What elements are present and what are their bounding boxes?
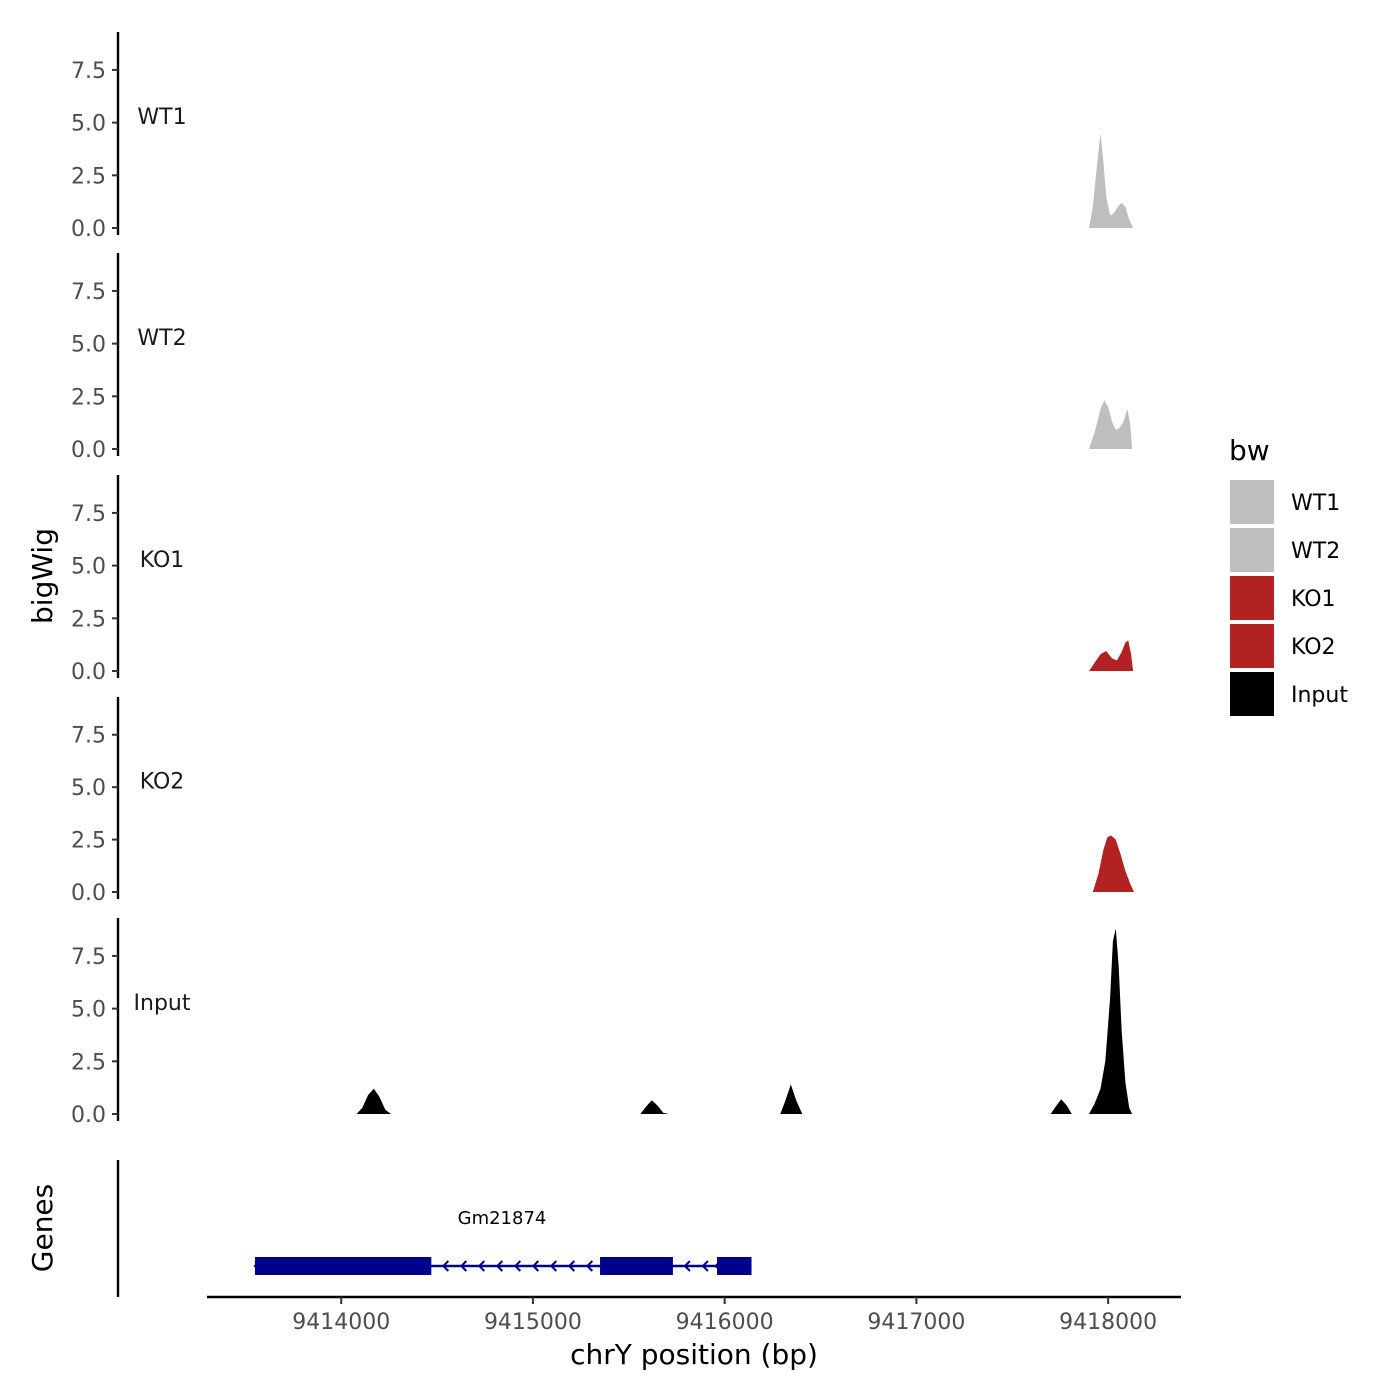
y-tick-label: 5.0 [71,776,106,801]
strand-arrow [531,1260,540,1272]
legend-key [1230,480,1274,524]
gene-exon [600,1257,673,1275]
signal-tracks: 0.0 2.5 5.0 7.5 WT1 0.0 2.5 5.0 7.5 WT2 0.0 2.5 5.0 7… [71,32,1134,1128]
gene-exon [254,1257,432,1275]
gene-label: Gm21874 [458,1208,547,1229]
strand-arrow [585,1260,594,1272]
x-tick-label: 9417000 [867,1310,965,1335]
y-tick-label: 7.5 [71,280,106,305]
legend-key [1230,624,1274,668]
legend-label: WT2 [1291,539,1340,564]
y-tick-label: 0.0 [71,881,106,906]
track-ko2: 0.0 2.5 5.0 7.5 KO2 [71,697,1134,906]
y-tick-label: 2.5 [71,829,106,854]
track-label: KO2 [140,770,185,795]
legend-label: KO2 [1291,635,1336,660]
legend: bw WT1 WT2 KO1 KO2 Input [1229,434,1348,716]
signal-area [1089,640,1134,671]
x-tick-label: 9415000 [484,1310,582,1335]
signal-area [1092,835,1134,892]
legend-key [1230,672,1274,716]
strand-arrow [459,1260,468,1272]
legend-key [1230,576,1274,620]
signal-area [1089,133,1134,228]
x-axis-title: chrY position (bp) [570,1338,818,1371]
strand-arrow [549,1260,558,1272]
x-tick-label: 9414000 [292,1310,390,1335]
strand-arrow [513,1260,522,1272]
track-label: WT1 [137,105,186,130]
legend-label: KO1 [1291,587,1336,612]
y-axis-title: bigWig [26,528,59,624]
legend-label: Input [1291,683,1348,708]
y-tick-label: 0.0 [71,660,106,685]
strand-arrow [701,1260,709,1272]
y-tick-label: 5.0 [71,555,106,580]
genes-track: Gm21874 [116,1160,752,1297]
genes-axis-title: Genes [26,1184,59,1272]
y-tick-label: 5.0 [71,333,106,358]
strand-arrow [477,1260,486,1272]
signal-area [1089,400,1133,449]
gene: Gm21874 [253,1208,752,1275]
track-ko1: 0.0 2.5 5.0 7.5 KO1 [71,475,1134,685]
y-tick-label: 0.0 [71,1103,106,1128]
strand-arrow [567,1260,576,1272]
track-label: WT2 [137,326,186,351]
strand-arrow [495,1260,504,1272]
strand-arrow [683,1260,691,1272]
gene-exon [717,1257,752,1275]
y-tick-label: 5.0 [71,998,106,1023]
track-label: KO1 [140,548,185,573]
y-tick-label: 2.5 [71,385,106,410]
legend-title: bw [1229,434,1270,467]
y-tick-label: 2.5 [71,607,106,632]
track-wt1: 0.0 2.5 5.0 7.5 WT1 [71,32,1134,242]
y-tick-label: 2.5 [71,164,106,189]
track-input: 0.0 2.5 5.0 7.5 Input [71,918,1133,1128]
strand-arrow [441,1260,450,1272]
y-tick-label: 7.5 [71,724,106,749]
legend-label: WT1 [1291,491,1340,516]
x-axis: 9414000 9415000 9416000 9417000 9418000 [207,1295,1181,1335]
y-tick-label: 0.0 [71,438,106,463]
track-label: Input [134,991,191,1016]
y-tick-label: 7.5 [71,502,106,527]
y-tick-label: 2.5 [71,1050,106,1075]
y-tick-label: 0.0 [71,217,106,242]
y-tick-label: 7.5 [71,945,106,970]
y-tick-label: 7.5 [71,59,106,84]
x-tick-label: 9418000 [1059,1310,1157,1335]
legend-key [1230,528,1274,572]
x-tick-label: 9416000 [676,1310,774,1335]
signal-area [356,928,1133,1114]
track-wt2: 0.0 2.5 5.0 7.5 WT2 [71,253,1133,463]
y-tick-label: 5.0 [71,112,106,137]
